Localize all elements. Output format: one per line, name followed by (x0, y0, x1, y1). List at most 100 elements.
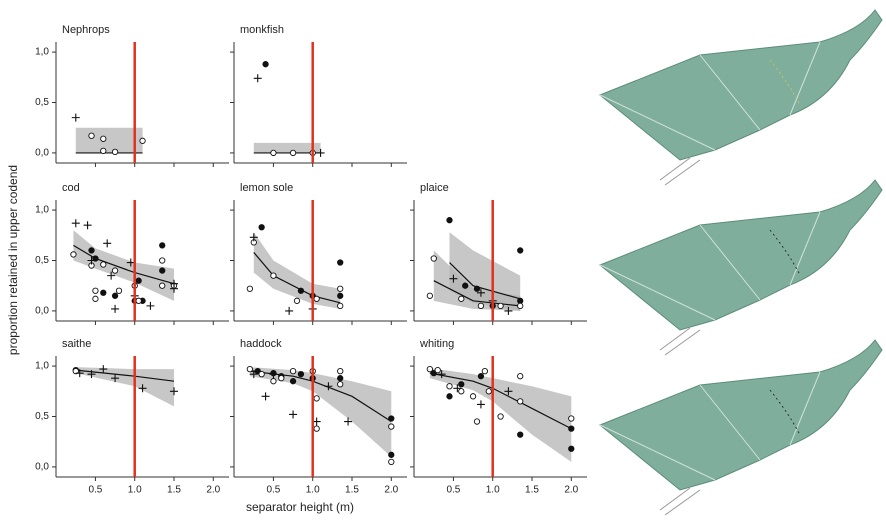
point (270, 378, 277, 385)
warp-lines (659, 487, 701, 516)
panel-title: plaice (420, 182, 449, 194)
point (458, 295, 465, 302)
point (146, 301, 155, 310)
point (453, 384, 462, 393)
confidence-band (75, 367, 174, 407)
x-tick-label: 1.5 (167, 485, 181, 496)
point (246, 365, 254, 373)
y-tick-label: 1,0 (35, 361, 49, 372)
confidence-band (75, 127, 143, 153)
confidence-band (433, 250, 521, 311)
point (126, 258, 135, 267)
point (446, 217, 453, 224)
point (497, 302, 504, 310)
x-tick-label: 1.0 (128, 485, 142, 496)
point (270, 149, 277, 157)
warp-lines (659, 157, 701, 186)
panel-title: lemon sole (240, 182, 293, 194)
point (87, 370, 96, 379)
point (71, 219, 80, 228)
net-seams (599, 371, 821, 481)
point (70, 251, 77, 258)
point (504, 306, 513, 315)
point (135, 297, 142, 304)
net-separator (769, 229, 801, 276)
point (388, 458, 395, 466)
point (262, 61, 269, 68)
net-separator (769, 389, 801, 436)
panel: whiting 0.5 1.0 1.5 2.0 (410, 338, 587, 496)
panel-title: Nephrops (62, 24, 110, 36)
point (462, 282, 469, 289)
point (426, 292, 434, 299)
point (469, 393, 477, 400)
confidence-band (253, 142, 321, 153)
fit-line (449, 262, 521, 300)
x-tick-label: 2.0 (206, 485, 220, 496)
x-tick-label: 0.5 (88, 485, 102, 496)
point (504, 387, 513, 396)
y-tick-label: 0,0 (35, 306, 49, 317)
point (111, 374, 120, 383)
point (71, 113, 80, 122)
point (159, 257, 166, 264)
point (92, 255, 99, 262)
y-tick-label: 1,0 (35, 47, 49, 58)
point (83, 221, 92, 230)
point (344, 417, 353, 426)
net-separator (769, 59, 801, 106)
point (517, 431, 524, 438)
point (517, 302, 524, 310)
panel-title: monkfish (240, 24, 284, 36)
point (285, 306, 294, 315)
warp-lines (659, 327, 701, 356)
point (293, 297, 301, 304)
fit-line (253, 252, 341, 304)
panel: plaice (410, 182, 587, 325)
point (324, 382, 333, 391)
net-seams (599, 211, 821, 321)
point (337, 302, 344, 310)
point (337, 367, 344, 375)
point (111, 148, 119, 156)
confidence-band (253, 232, 341, 309)
point (159, 267, 166, 274)
point (568, 415, 575, 422)
x-tick-label: 2.0 (564, 485, 578, 496)
x-tick-label: 1.0 (486, 485, 500, 496)
point (92, 295, 99, 302)
point (261, 392, 270, 401)
point (249, 233, 258, 242)
x-tick-label: 0.5 (266, 485, 280, 496)
point (135, 277, 142, 284)
panel-title: cod (62, 182, 80, 194)
point (313, 395, 320, 402)
panel-title: haddock (240, 338, 282, 350)
point (111, 292, 119, 299)
point (388, 423, 395, 430)
point (159, 242, 166, 249)
x-tick-label: 0.5 (446, 485, 460, 496)
net-body (599, 9, 883, 161)
point (485, 388, 492, 395)
point (497, 413, 504, 420)
point (388, 451, 395, 458)
point (289, 378, 297, 385)
x-tick-label: 1.5 (345, 485, 359, 496)
point (270, 272, 277, 279)
trawl-net (599, 339, 883, 516)
point (170, 279, 178, 288)
x-tick-label: 2.0 (384, 485, 398, 496)
panel: monkfish (230, 24, 407, 167)
point (517, 297, 524, 304)
point (388, 415, 395, 422)
point (75, 369, 84, 378)
point (313, 425, 320, 432)
point (517, 373, 524, 380)
point (115, 287, 123, 294)
x-tick-label: 1.5 (525, 485, 539, 496)
point (289, 367, 297, 375)
point (111, 267, 119, 274)
y-tick-label: 1,0 (35, 205, 49, 216)
point (337, 375, 344, 382)
